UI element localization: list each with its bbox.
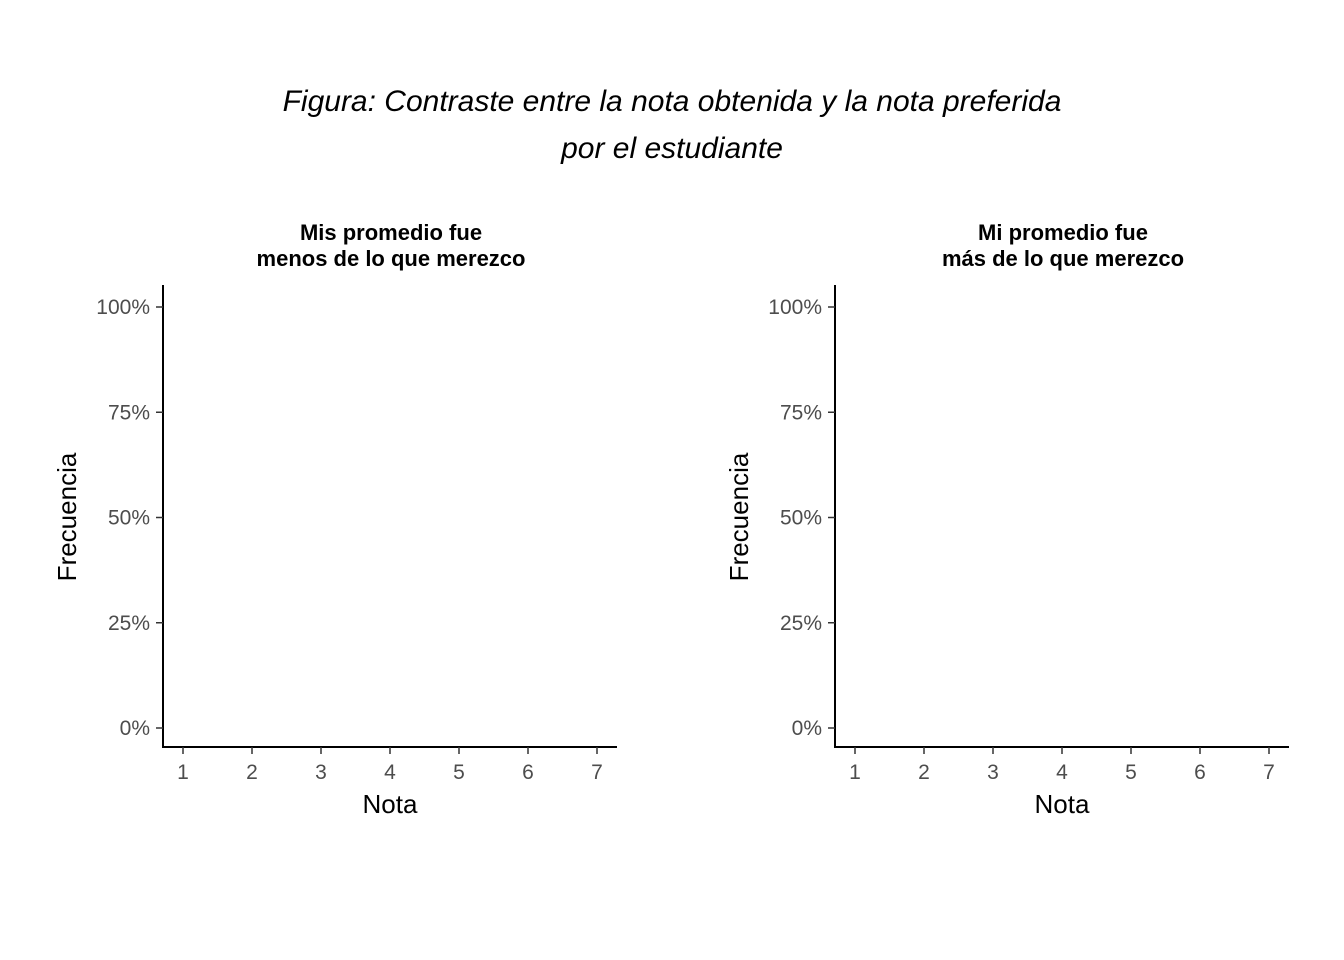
panel-1-x-tick-label: 2 [246, 761, 258, 784]
panel-1-x-tick-label: 3 [315, 761, 327, 784]
panel-1-x-tick-label: 6 [522, 761, 534, 784]
panel-1-x-tick-label: 1 [177, 761, 189, 784]
panel-2-x-tick-label: 5 [1125, 761, 1137, 784]
panel-2-title-line-2: más de lo que merezco [942, 246, 1184, 271]
panel-2-y-tick-label: 100% [768, 296, 822, 319]
panel-1-y-tick-label: 0% [120, 717, 150, 740]
panel-2-y-tick-label: 50% [780, 507, 822, 530]
panel-2-x-tick-label: 6 [1194, 761, 1206, 784]
panel-2-y-tick-label: 25% [780, 612, 822, 635]
panel-2-x-tick-label: 7 [1263, 761, 1275, 784]
panel-2-x-axis-title: Nota [1035, 789, 1090, 819]
figure-title-line-2: por el estudiante [561, 132, 783, 165]
panel-2-x-tick-label: 2 [918, 761, 930, 784]
panel-2-y-axis-title: Frecuencia [724, 452, 754, 581]
panel-1-y-axis-title: Frecuencia [52, 452, 82, 581]
panel-2-y-tick-label: 0% [792, 717, 822, 740]
panel-1-y-tick-label: 50% [108, 507, 150, 530]
panel-1-x-tick-label: 7 [591, 761, 603, 784]
panel-1-title-line-2: menos de lo que merezco [257, 246, 526, 271]
panel-2-x-tick-label: 4 [1056, 761, 1068, 784]
panel-2-x-tick-label: 3 [987, 761, 999, 784]
panel-1-y-tick-label: 100% [96, 296, 150, 319]
panel-1-y-tick-label: 25% [108, 612, 150, 635]
panel-2-title-line-1: Mi promedio fue [978, 220, 1148, 245]
figure-title-line-1: Figura: Contraste entre la nota obtenida… [282, 85, 1062, 118]
panel-1-y-tick-label: 75% [108, 401, 150, 424]
panel-2-y-tick-label: 75% [780, 401, 822, 424]
panel-1-x-tick-label: 4 [384, 761, 396, 784]
panel-1-x-tick-label: 5 [453, 761, 465, 784]
panel-1-x-axis-title: Nota [363, 789, 418, 819]
panel-2-x-tick-label: 1 [849, 761, 861, 784]
panel-1-title-line-1: Mis promedio fue [300, 220, 482, 245]
